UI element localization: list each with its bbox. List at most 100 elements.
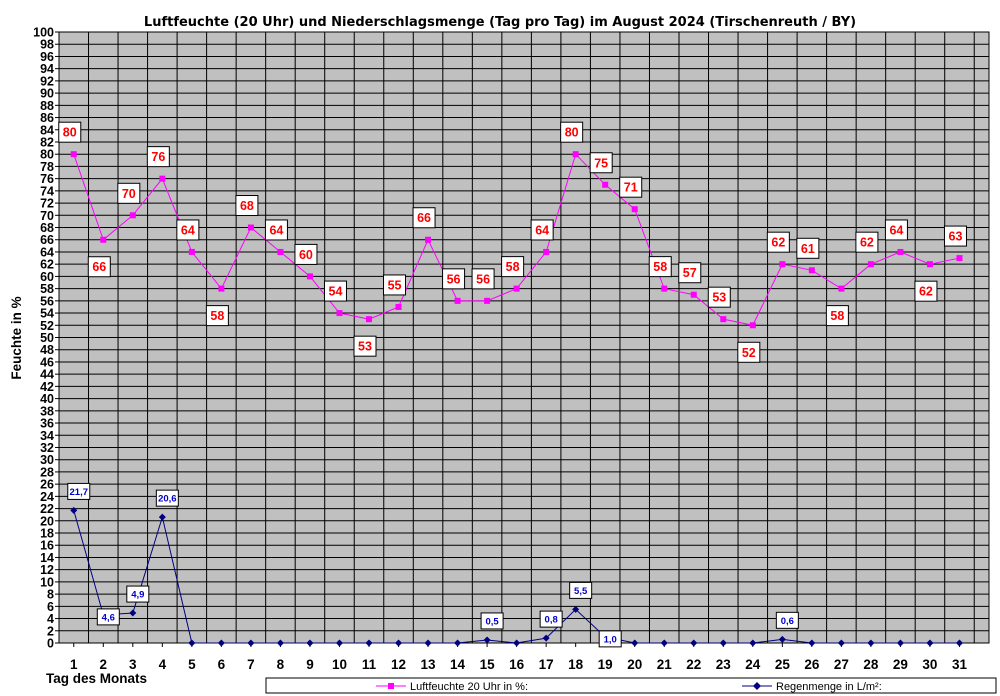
- humidity-label-box: [707, 286, 731, 308]
- ytick-label-66: 66: [40, 233, 54, 247]
- humidity-label-box: [914, 280, 938, 302]
- xtick-label-17: 17: [539, 657, 554, 672]
- humidity-label-15: 56: [471, 268, 495, 290]
- humidity-label-box: [471, 268, 495, 290]
- rain-label-text: 0,6: [781, 616, 794, 627]
- ytick-label-60: 60: [40, 270, 54, 284]
- rain-label-text: 21,7: [70, 487, 89, 498]
- legend-marker-humidity: [388, 683, 394, 689]
- humidity-label-23: 53: [707, 286, 731, 308]
- humidity-label-box: [205, 305, 229, 327]
- humidity-label-box: [796, 237, 820, 259]
- rain-label-box: [775, 611, 799, 629]
- rain-label-3: 4,9: [126, 585, 150, 603]
- xtick-label-15: 15: [480, 657, 496, 672]
- humidity-label-4: 76: [146, 146, 170, 168]
- rain-label-text: 1,0: [604, 634, 617, 645]
- ytick-label-74: 74: [40, 184, 54, 198]
- humidity-label-25: 62: [766, 231, 790, 253]
- humidity-label-31: 63: [943, 225, 967, 247]
- ytick-label-80: 80: [40, 148, 54, 162]
- xtick-label-31: 31: [952, 657, 968, 672]
- humidity-point-24: [749, 322, 756, 329]
- ytick-label-100: 100: [33, 26, 54, 40]
- rain-point-29: [896, 639, 904, 647]
- rain-label-box: [539, 610, 563, 628]
- humidity-label-16: 58: [501, 256, 525, 278]
- humidity-point-11: [366, 316, 372, 323]
- ytick-label-2: 2: [47, 624, 54, 638]
- rain-label-box: [67, 482, 91, 500]
- humidity-point-25: [779, 261, 786, 268]
- rain-point-11: [365, 639, 373, 647]
- rain-label-1: 21,7: [67, 482, 91, 500]
- legend-box: [265, 677, 997, 694]
- chart-title: Luftfeuchte (20 Uhr) und Niederschlagsme…: [144, 15, 856, 30]
- xtick-label-6: 6: [218, 657, 226, 672]
- humidity-label-17: 64: [530, 219, 554, 241]
- humidity-label-text: 58: [210, 309, 224, 323]
- rain-point-13: [424, 639, 432, 647]
- rain-label-text: 5,5: [574, 586, 588, 597]
- humidity-label-box: [855, 231, 879, 253]
- y-axis-ticks: 0246810121416182022242628303234363840424…: [33, 26, 59, 651]
- humidity-label-box: [412, 207, 436, 229]
- humidity-label-5: 64: [176, 219, 200, 241]
- rain-point-23: [719, 639, 727, 647]
- humidity-label-box: [87, 256, 111, 278]
- ytick-label-92: 92: [40, 74, 54, 88]
- xtick-label-9: 9: [306, 657, 314, 672]
- humidity-label-8: 64: [264, 219, 288, 241]
- ytick-label-68: 68: [40, 221, 54, 235]
- humidity-point-3: [129, 212, 136, 219]
- x-axis-label: Tag des Monats: [46, 671, 147, 686]
- ytick-label-90: 90: [40, 87, 54, 101]
- ytick-label-38: 38: [40, 404, 54, 418]
- humidity-label-30: 62: [914, 280, 938, 302]
- x-axis-ticks: 1 2 3 4 5 6 7 8 9 10 11 12 13 14 15 16 17 18 19 20 21 22 23 24 2…: [70, 643, 967, 672]
- rain-point-21: [660, 639, 668, 647]
- humidity-label-text: 62: [919, 285, 933, 299]
- humidity-label-box: [264, 219, 288, 241]
- rain-point-22: [690, 639, 698, 647]
- humidity-label-box: [884, 219, 908, 241]
- rain-point-20: [631, 639, 639, 647]
- humidity-label-text: 58: [506, 260, 520, 274]
- humidity-label-text: 80: [565, 126, 579, 140]
- humidity-point-31: [956, 255, 963, 262]
- humidity-label-1: 80: [58, 121, 82, 143]
- humidity-label-box: [560, 121, 584, 143]
- humidity-point-9: [306, 273, 313, 280]
- xtick-label-23: 23: [716, 657, 732, 672]
- humidity-point-23: [720, 316, 727, 323]
- humidity-label-text: 62: [860, 236, 874, 250]
- humidity-point-30: [926, 261, 933, 268]
- humidity-label-text: 56: [447, 272, 461, 286]
- ytick-label-94: 94: [40, 62, 54, 76]
- rain-point-16: [513, 639, 521, 647]
- rain-label-15: 0,5: [480, 612, 504, 630]
- rain-label-25: 0,6: [775, 611, 799, 629]
- xtick-label-29: 29: [893, 657, 908, 672]
- rain-label-box: [126, 585, 150, 603]
- ytick-label-12: 12: [40, 563, 54, 577]
- xtick-label-12: 12: [391, 657, 406, 672]
- humidity-label-text: 66: [92, 260, 106, 274]
- series-layer: 80 66 70 76 64 58 68 64 60 54 53 55 66 56 56 58 64 80 75 71…: [58, 121, 967, 648]
- humidity-point-6: [218, 285, 225, 292]
- rain-point-24: [749, 639, 757, 647]
- ytick-label-24: 24: [40, 490, 54, 504]
- humidity-label-box: [323, 280, 347, 302]
- humidity-point-16: [513, 285, 520, 292]
- humidity-label-box: [766, 231, 790, 253]
- rain-point-10: [335, 639, 343, 647]
- xtick-label-1: 1: [70, 657, 78, 672]
- rain-point-27: [837, 639, 845, 647]
- humidity-label-box: [648, 256, 672, 278]
- ytick-label-82: 82: [40, 135, 54, 149]
- humidity-point-29: [897, 248, 904, 255]
- ytick-label-28: 28: [40, 465, 54, 479]
- humidity-label-29: 64: [884, 219, 908, 241]
- humidity-label-box: [294, 243, 318, 265]
